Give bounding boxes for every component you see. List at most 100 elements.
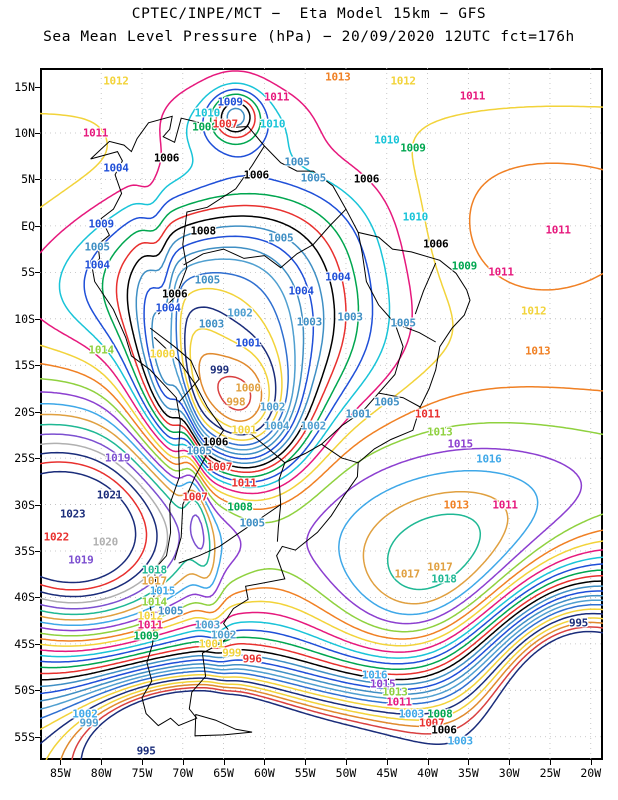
y-tick-label: 50S [14, 683, 35, 698]
isobar-1006 [220, 102, 251, 133]
y-tick-label: 5S [21, 265, 35, 280]
coastline-path [241, 429, 286, 464]
contour-label: 1010 [194, 106, 221, 120]
contour-label: 1003 [194, 618, 221, 632]
contour-label: 1012 [103, 74, 129, 88]
isobar-1001 [40, 603, 603, 720]
coastline-path [276, 232, 404, 542]
y-tick-mark [35, 504, 40, 506]
y-tick-mark [35, 86, 40, 88]
isobar-1022 [40, 461, 148, 591]
isobar-1016 [40, 402, 223, 627]
contour-label: 999 [210, 363, 229, 377]
isobar-998 [45, 617, 603, 760]
y-tick-label: 30S [14, 497, 35, 512]
isobar-996 [71, 626, 603, 760]
y-tick-mark [35, 133, 40, 135]
isobar-1007 [40, 574, 603, 676]
contour-label: 1004 [84, 258, 110, 272]
contour-label: 1002 [300, 419, 327, 433]
contour-label: 1003 [447, 734, 474, 748]
contour-label: 1001 [198, 637, 225, 651]
x-tick-mark [590, 760, 592, 765]
isobar-1013 [468, 162, 603, 291]
y-tick-mark [35, 365, 40, 367]
isobar-1008 [101, 192, 360, 478]
contour-label: 1008 [192, 120, 218, 134]
contour-label: 1000 [235, 381, 261, 395]
y-tick-label: 10N [14, 126, 35, 141]
contour-label: 1005 [157, 604, 184, 618]
contour-label: 1011 [459, 89, 486, 103]
contour-label: 1004 [288, 284, 314, 298]
contour-label: 1011 [488, 265, 514, 279]
contour-label: 1013 [443, 498, 469, 512]
contour-label: 1019 [104, 451, 131, 465]
isobar-1003 [40, 594, 603, 702]
isobar-1011 [40, 70, 413, 495]
x-tick-label: 80W [90, 766, 112, 780]
contour-label: 1011 [231, 476, 257, 490]
contour-label: 1016 [361, 668, 388, 682]
contour-label: 1011 [414, 407, 441, 421]
isobar-1004 [40, 590, 603, 695]
contour-label: 1006 [153, 151, 180, 165]
contour-label: 1023 [59, 507, 86, 521]
contour-label: 1009 [133, 629, 159, 643]
contour-label: 1002 [259, 400, 286, 414]
isobar-1015 [40, 391, 242, 632]
isobar-1008 [209, 93, 262, 146]
contour-label: 1005 [268, 231, 294, 245]
x-tick-mark [468, 760, 470, 765]
y-tick-label: 20S [14, 404, 35, 419]
coastline-path [378, 392, 421, 408]
contour-layer [40, 70, 603, 760]
y-tick-label: 15N [14, 79, 35, 94]
isobar-1019 [189, 514, 205, 550]
coastline-path [153, 337, 225, 561]
contour-label: 995 [569, 616, 588, 630]
coastline-path [149, 327, 200, 403]
contour-label: 996 [242, 652, 262, 666]
contour-label: 1004 [325, 270, 351, 284]
contour-label: 1008 [190, 224, 217, 238]
y-tick-label: EQ [21, 218, 35, 233]
contour-label: 1008 [227, 500, 253, 514]
x-tick-label: 50W [335, 766, 357, 780]
contour-label: 1004 [155, 301, 181, 315]
coastline-path [414, 262, 437, 315]
contour-label: 1009 [400, 141, 426, 155]
isobar-1005 [40, 585, 603, 688]
contour-label: 1007 [182, 490, 208, 504]
coastline-path [183, 208, 347, 269]
x-tick-mark [141, 760, 143, 765]
contour-label: 1011 [263, 90, 290, 104]
contour-label: 1005 [194, 273, 221, 287]
contour-label: 1011 [545, 223, 571, 237]
isobar-1002 [170, 258, 296, 451]
isobar-1009 [83, 175, 374, 483]
contour-label: 1006 [423, 237, 449, 251]
isobar-1012 [40, 540, 603, 647]
contour-label: 1017 [427, 560, 453, 574]
y-tick-mark [35, 736, 40, 738]
coastline-path [90, 115, 471, 727]
contour-label: 1022 [43, 530, 70, 544]
grid-layer [40, 68, 603, 760]
x-tick-label: 75W [131, 766, 153, 780]
isobar-995 [80, 630, 603, 760]
isobar-1009 [40, 563, 603, 665]
isobar-1020 [40, 442, 169, 604]
contour-label: 1018 [431, 572, 457, 586]
contour-label: 1012 [137, 609, 163, 623]
contour-label: 1007 [418, 716, 445, 730]
contour-label: 1015 [370, 677, 396, 691]
contour-label: 1005 [186, 444, 212, 458]
contour-label: 1017 [394, 567, 421, 581]
x-tick-mark [305, 760, 307, 765]
coastline-path [157, 145, 265, 315]
isobar-1007 [215, 97, 256, 139]
x-tick-mark [182, 760, 184, 765]
y-tick-label: 15S [14, 358, 35, 373]
contour-label: 1005 [284, 155, 310, 169]
